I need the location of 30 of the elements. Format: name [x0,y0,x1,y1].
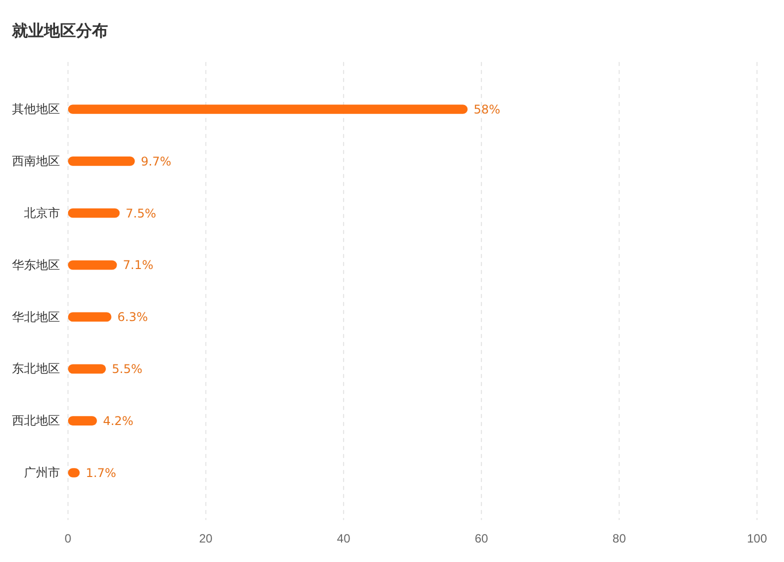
y-tick-label: 西北地区 [12,414,60,428]
data-label: 58% [474,102,500,116]
data-label: 9.7% [140,154,172,168]
x-tick-label: 0 [64,532,72,546]
data-label: 6.3% [117,310,148,324]
y-tick-label: 西南地区 [12,154,60,168]
bar [68,156,135,166]
x-tick-label: 100 [746,532,768,546]
y-tick-label: 北京市 [24,206,60,220]
bar [68,260,117,270]
bar [68,104,468,114]
y-tick-label: 华北地区 [12,310,60,324]
bar [68,208,120,218]
data-label: 7.5% [126,206,156,220]
data-label: 1.7% [86,466,116,480]
y-tick-label: 其他地区 [12,102,60,116]
y-tick-label: 华东地区 [12,258,60,272]
x-tick-label: 40 [336,532,351,546]
data-label: 5.5% [112,362,142,376]
x-tick-label: 60 [474,532,488,546]
bar [68,416,97,426]
data-label: 7.1% [122,258,154,272]
bar [68,364,106,374]
y-tick-label: 东北地区 [12,362,60,376]
chart-title: 就业地区分布 [11,21,108,40]
x-tick-label: 20 [199,532,213,546]
x-tick-label: 80 [612,532,626,546]
y-tick-label: 广州市 [24,466,60,480]
data-label: 4.2% [102,414,134,428]
bar [68,312,112,322]
